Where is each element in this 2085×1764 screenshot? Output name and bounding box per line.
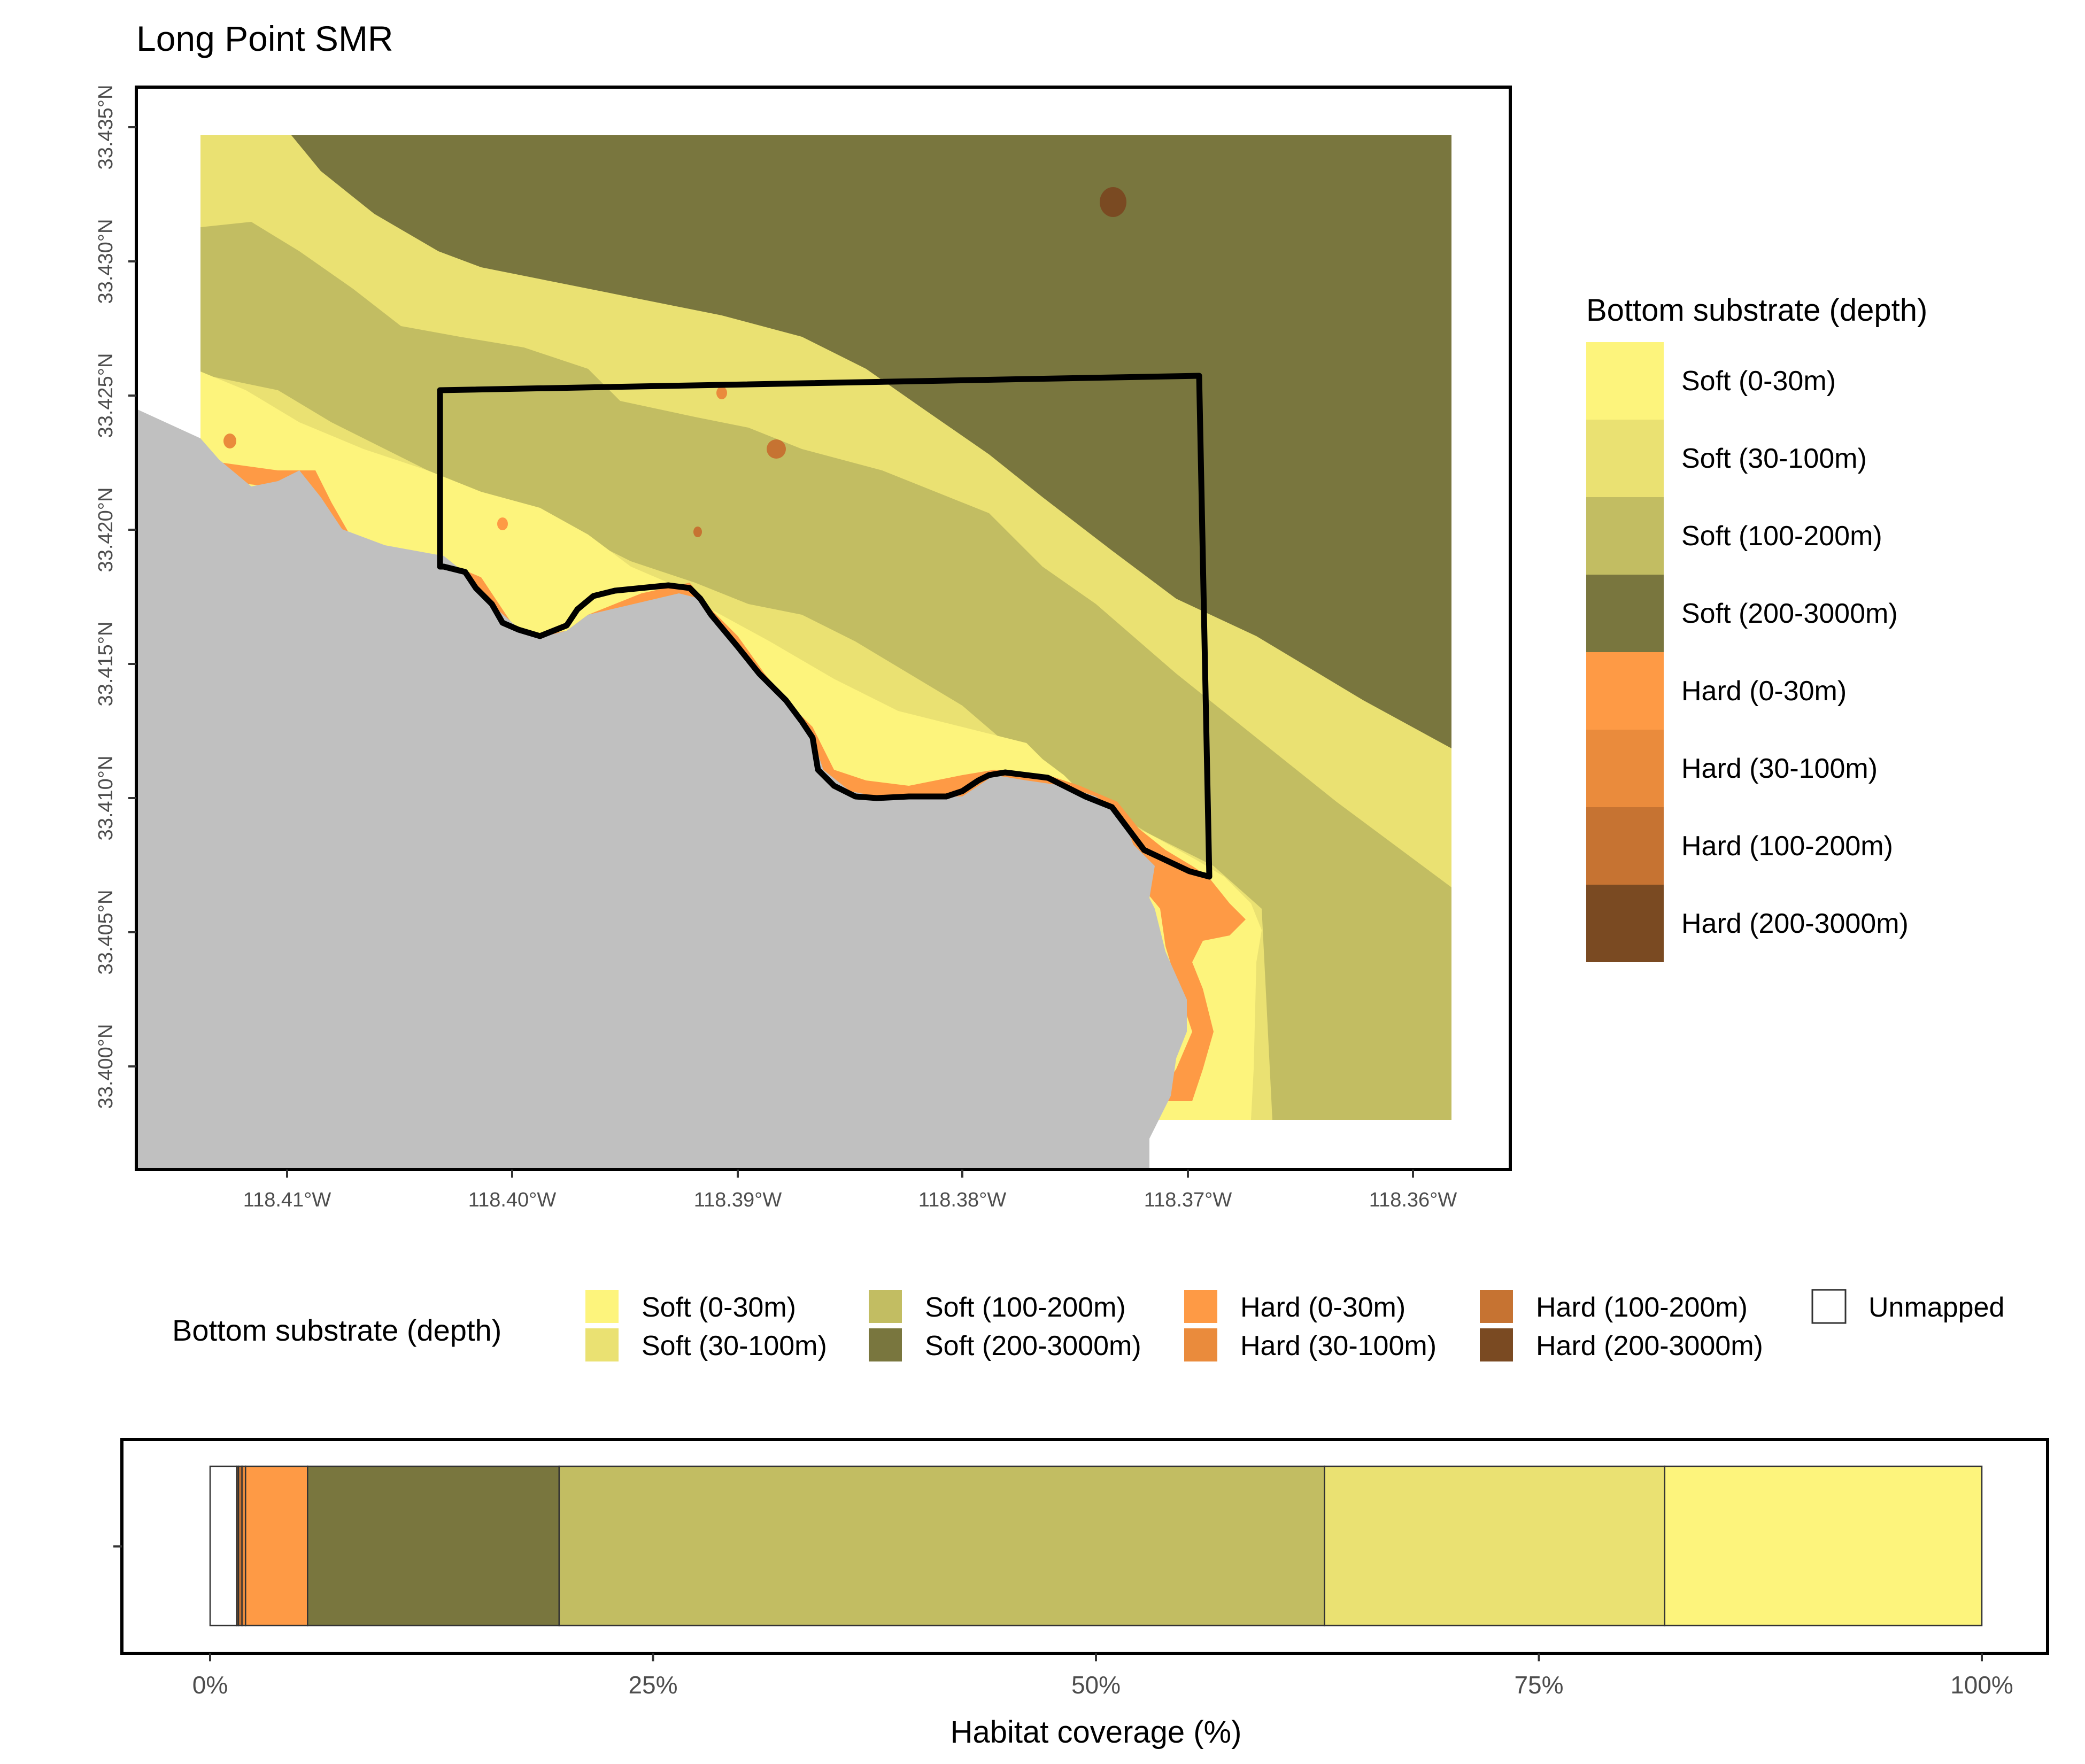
lon-tick-label: 118.37°W (1144, 1189, 1232, 1211)
legend-bottom-swatch (1811, 1289, 1847, 1324)
latitude-axis: 33.435°N 33.430°N 33.425°N 33.420°N 33.4… (95, 85, 136, 1109)
legend-bottom-swatch (1184, 1328, 1217, 1361)
legend-right-label: Soft (100-200m) (1681, 521, 1882, 552)
legend-right-items: Soft (0-30m) Soft (30-100m) Soft (100-200m… (1586, 342, 1909, 962)
map-panel (135, 86, 1512, 1171)
legend-bottom-swatch (1480, 1328, 1513, 1361)
lon-tick-label: 118.38°W (918, 1189, 1007, 1211)
hard-patch-0-30m-b (693, 527, 702, 537)
legend-right-swatch (1586, 807, 1664, 885)
legend-bottom-label: Soft (200-3000m) (925, 1330, 1141, 1361)
legend-bottom-label: Soft (100-200m) (925, 1292, 1126, 1323)
legend-right-label: Soft (0-30m) (1681, 366, 1836, 397)
lon-tick-label: 118.39°W (694, 1189, 782, 1211)
legend-right-swatch (1586, 885, 1664, 962)
mpa-boundary (437, 373, 1213, 880)
legend-right-label: Soft (30-100m) (1681, 443, 1867, 474)
bar-segment (245, 1465, 308, 1627)
hard-patch-0-30m-a (497, 517, 508, 530)
bar-segments (209, 1465, 1983, 1627)
lat-tick-label: 33.420°N (95, 488, 117, 572)
x-tick-label: 75% (1514, 1671, 1563, 1699)
legend-right-label: Hard (30-100m) (1681, 753, 1878, 784)
map-title: Long Point SMR (136, 19, 393, 58)
land-area (136, 409, 1187, 1170)
lon-tick-label: 118.41°W (243, 1189, 331, 1211)
x-tick-label: 0% (192, 1671, 228, 1699)
bar-segment (307, 1465, 560, 1627)
hard-patch-30-100m-b (223, 434, 236, 448)
x-tick-label: 50% (1071, 1671, 1121, 1699)
legend-right-swatch (1586, 420, 1664, 497)
legend-bottom-label: Hard (0-30m) (1240, 1292, 1406, 1323)
legend-right-swatch (1586, 652, 1664, 730)
legend-bottom-label: Hard (100-200m) (1536, 1292, 1748, 1323)
legend-right-label: Hard (0-30m) (1681, 676, 1847, 707)
legend-right-swatch (1586, 730, 1664, 807)
x-axis-label: Habitat coverage (%) (951, 1715, 1242, 1750)
legend-right-label: Hard (200-3000m) (1681, 908, 1909, 939)
hard-patch-100-200m (767, 439, 786, 459)
map-border (135, 86, 1512, 1171)
hard-patch-30-100m-a (716, 386, 727, 399)
legend-bottom-label: Hard (200-3000m) (1536, 1330, 1763, 1361)
legend-bottom-swatch (585, 1328, 619, 1361)
legend-bottom-label: Unmapped (1868, 1292, 2004, 1323)
lat-tick-label: 33.435°N (95, 85, 117, 170)
lat-tick-label: 33.430°N (95, 219, 117, 304)
legend-right-swatch (1586, 575, 1664, 652)
bar-segment (558, 1465, 1325, 1627)
longitude-axis: 118.41°W 118.40°W 118.39°W 118.38°W 118.… (243, 1170, 1457, 1211)
legend-bottom-swatch (869, 1328, 902, 1361)
legend-bottom-swatch (1184, 1290, 1217, 1323)
lat-tick-label: 33.400°N (95, 1024, 117, 1109)
x-axis-ticks: 0% 25% 50% 75% 100% (192, 1653, 2013, 1699)
legend-right-swatch (1586, 342, 1664, 420)
legend-right-label: Soft (200-3000m) (1681, 598, 1898, 629)
legend-bottom-label: Hard (30-100m) (1240, 1330, 1437, 1361)
lat-tick-label: 33.415°N (95, 622, 117, 707)
lat-tick-label: 33.410°N (95, 756, 117, 841)
coverage-chart: 0% 25% 50% 75% 100% Habitat coverage (%) (113, 1438, 2049, 1750)
lon-tick-label: 118.40°W (468, 1189, 557, 1211)
substrate-hard-0-30m (200, 460, 1246, 1101)
hard-patch-deep (1100, 187, 1126, 217)
legend-right-title: Bottom substrate (depth) (1586, 293, 1927, 328)
x-tick-label: 100% (1950, 1671, 2013, 1699)
legend-bottom: Bottom substrate (depth) Soft (0-30m)Sof… (172, 1289, 2004, 1361)
legend-bottom-label: Soft (0-30m) (642, 1292, 796, 1323)
lat-tick-label: 33.405°N (95, 890, 117, 975)
legend-bottom-swatch (585, 1290, 619, 1323)
bar-segment (209, 1465, 237, 1627)
legend-bottom-title: Bottom substrate (depth) (172, 1313, 501, 1347)
legend-right: Bottom substrate (depth) Soft (0-30m)Sof… (1586, 293, 1927, 962)
bar-segment (1324, 1465, 1666, 1627)
x-tick-label: 25% (628, 1671, 677, 1699)
legend-right-swatch (1586, 497, 1664, 575)
legend-bottom-swatch (1480, 1290, 1513, 1323)
lat-tick-label: 33.425°N (95, 353, 117, 438)
bar-segment (1664, 1465, 1983, 1627)
lon-tick-label: 118.36°W (1369, 1189, 1457, 1211)
legend-right-label: Hard (100-200m) (1681, 831, 1893, 862)
legend-bottom-swatch (869, 1290, 902, 1323)
legend-bottom-label: Soft (30-100m) (642, 1330, 827, 1361)
legend-bottom-items: Soft (0-30m) Soft (30-100m) Soft (100-200m… (585, 1289, 2004, 1361)
